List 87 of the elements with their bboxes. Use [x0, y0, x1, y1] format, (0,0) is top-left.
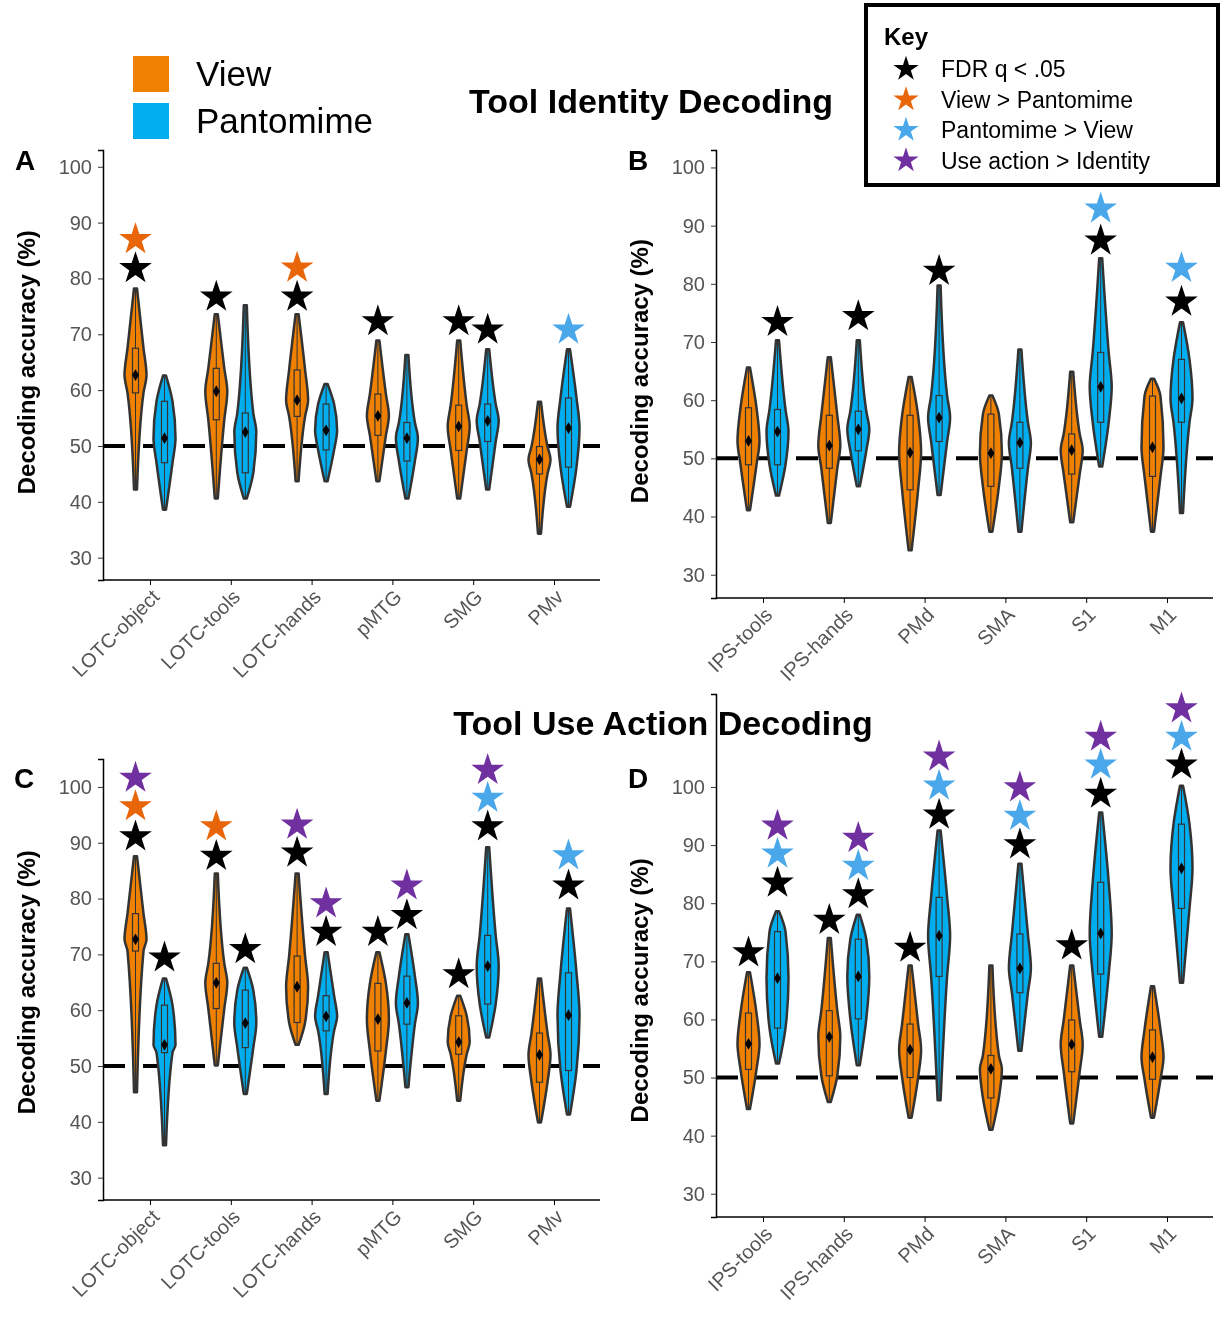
y-tick-label: 70 — [69, 323, 92, 346]
y-tick-label: 40 — [69, 490, 92, 513]
point — [280, 250, 314, 282]
y-tick-label: 100 — [58, 775, 92, 798]
y-tick-label: 60 — [69, 379, 92, 402]
y-axis-title: Decoding accuracy (%) — [13, 230, 40, 495]
y-tick-label: 90 — [682, 833, 705, 856]
x-tick-label: S1 — [1066, 1222, 1100, 1256]
point — [1003, 798, 1037, 830]
point — [1084, 223, 1118, 255]
y-tick-label: 50 — [682, 447, 705, 470]
y-tick-label: 60 — [682, 1008, 705, 1031]
point — [280, 279, 314, 311]
point — [1084, 719, 1118, 751]
legend-label: Pantomime — [196, 101, 374, 140]
y-tick-label: 100 — [671, 775, 705, 798]
point — [761, 808, 794, 840]
point — [841, 299, 875, 331]
point — [1165, 691, 1198, 723]
y-tick-label: 80 — [69, 887, 92, 910]
point — [1003, 770, 1037, 802]
y-tick-label: 30 — [682, 1182, 705, 1205]
y-tick-label: 100 — [58, 155, 92, 178]
point — [922, 797, 956, 829]
point — [841, 848, 875, 880]
point — [761, 865, 794, 897]
x-tick-label: PMv — [523, 1205, 568, 1250]
point — [922, 739, 956, 771]
y-axis-title: Decoding accuracy (%) — [626, 858, 653, 1123]
y-tick-label: 30 — [69, 546, 92, 569]
legend-label: Pantomime > View — [941, 117, 1134, 143]
y-tick-label: 50 — [69, 434, 92, 457]
y-axis-title: Decoding accuracy (%) — [626, 239, 653, 504]
text: D — [628, 763, 649, 794]
point — [922, 253, 956, 285]
legend-label: Use action > Identity — [941, 147, 1151, 174]
chart-title: Tool Use Action Decoding — [453, 704, 873, 742]
y-tick-label: 40 — [682, 505, 705, 528]
legend-label: FDR q < .05 — [941, 56, 1066, 82]
point — [1084, 776, 1118, 808]
chart-subtitle: B — [628, 145, 649, 176]
y-tick-label: 80 — [682, 272, 705, 295]
point — [1165, 284, 1198, 316]
y-tick-label: 90 — [69, 211, 92, 234]
point — [1084, 191, 1118, 223]
y-tick-label: 30 — [682, 563, 705, 586]
x-tick-label: M1 — [1145, 1222, 1181, 1258]
point — [1003, 827, 1037, 859]
point — [1165, 747, 1198, 779]
y-tick-label: 30 — [69, 1166, 92, 1189]
chart-title: Tool Identity Decoding — [469, 82, 833, 120]
y-tick-label: 60 — [69, 999, 92, 1022]
y-tick-label: 50 — [69, 1054, 92, 1077]
point — [841, 877, 875, 909]
point — [1165, 719, 1198, 751]
chart-subtitle: A — [15, 145, 36, 176]
y-tick-label: 40 — [69, 1110, 92, 1133]
x-tick-label: PMv — [523, 585, 568, 630]
y-tick-label: 40 — [682, 1124, 705, 1147]
point — [1084, 747, 1118, 779]
legend-title: Key — [884, 23, 929, 50]
y-tick-label: 100 — [671, 156, 705, 179]
y-tick-label: 70 — [682, 950, 705, 973]
y-tick-label: 70 — [682, 330, 705, 353]
point — [199, 279, 233, 311]
y-tick-label: 70 — [69, 943, 92, 966]
y-tick-label: 90 — [69, 831, 92, 854]
legend-label: View — [196, 54, 272, 93]
y-tick-label: 80 — [69, 267, 92, 290]
y-axis-title: Decoding accuracy (%) — [13, 850, 40, 1115]
point — [119, 251, 152, 283]
point — [361, 304, 395, 336]
point — [922, 768, 956, 800]
point — [119, 222, 152, 254]
legend-label: View > Pantomime — [941, 86, 1133, 113]
y-tick-label: 50 — [682, 1066, 705, 1089]
point — [761, 836, 794, 868]
point — [1165, 250, 1198, 282]
y-tick-label: 90 — [682, 214, 705, 237]
point — [841, 820, 875, 852]
y-tick-label: 80 — [682, 892, 705, 915]
point — [442, 304, 476, 336]
chart-subtitle: C — [14, 763, 35, 794]
x-tick-label: S1 — [1066, 603, 1100, 637]
y-tick-label: 60 — [682, 389, 705, 412]
x-tick-label: M1 — [1145, 603, 1181, 639]
point — [761, 305, 794, 337]
